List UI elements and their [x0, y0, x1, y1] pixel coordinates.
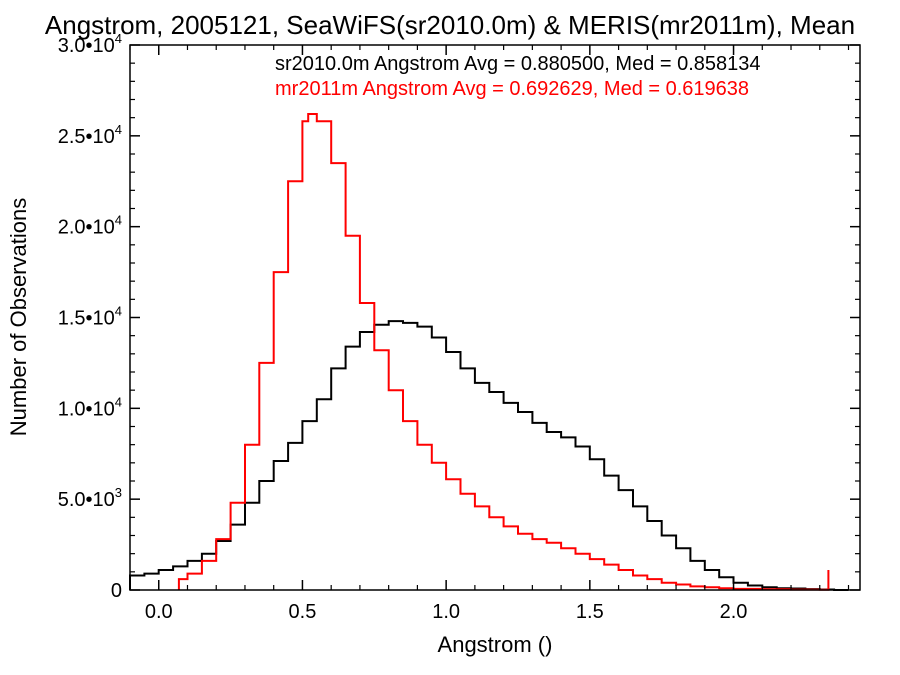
legend-series-1: sr2010.0m Angstrom Avg = 0.880500, Med =…: [275, 53, 761, 75]
y-tick-label: 5.0•103: [58, 485, 122, 511]
y-tick-label: 2.0•104: [58, 213, 122, 239]
x-axis: 0.0 0.5 1.0 1.5 2.0: [129, 45, 850, 623]
y-tick-label: 1.0•104: [58, 394, 122, 420]
series-line-sr2010.0m: [129, 320, 849, 591]
y-axis: 0 5.0•103 1.0•104 1.5•104 2.0•104 2.5•104 3.0•…: [58, 31, 860, 602]
x-tick-label: 0.0: [145, 601, 173, 623]
y-tick-label: 1.5•104: [58, 304, 122, 330]
series-line-mr2011m: [177, 113, 830, 591]
x-axis-label: Angstrom (): [438, 632, 553, 657]
plot-frame: [129, 44, 861, 591]
legend-series-2: mr2011m Angstrom Avg = 0.692629, Med = 0…: [275, 78, 749, 100]
plot-content: [129, 113, 849, 591]
y-axis-label: Number of Observations: [6, 198, 31, 436]
x-tick-label: 0.5: [289, 601, 317, 623]
y-tick-label: 2.5•104: [58, 122, 122, 148]
y-tick-label: 3.0•104: [58, 31, 122, 57]
x-tick-label: 1.5: [576, 601, 604, 623]
chart-title: Angstrom, 2005121, SeaWiFS(sr2010.0m) & …: [45, 10, 855, 40]
y-tick-label: 0: [111, 580, 122, 602]
x-tick-label: 2.0: [720, 601, 748, 623]
x-tick-label: 1.0: [432, 601, 460, 623]
